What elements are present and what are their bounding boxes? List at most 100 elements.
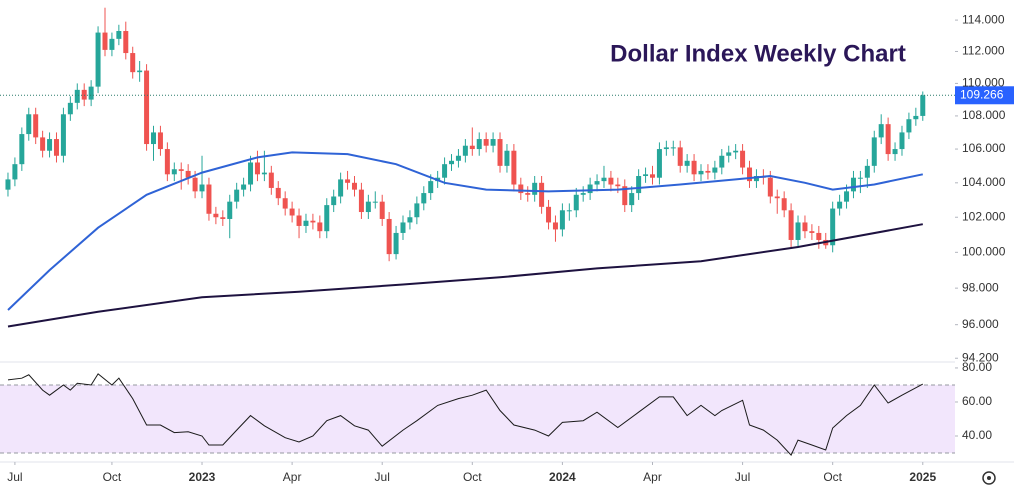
candle-body <box>878 124 884 138</box>
candle-body <box>857 177 863 179</box>
candle-body <box>809 231 815 233</box>
y-tick-label: 102.000 <box>962 209 1006 223</box>
settings-icon[interactable] <box>982 471 996 485</box>
y-tick-label: 100.000 <box>962 245 1006 259</box>
candle-body <box>171 169 177 175</box>
candle-body <box>837 201 843 209</box>
candle-body <box>920 95 926 116</box>
candle-body <box>144 70 150 145</box>
candle-body <box>109 38 115 50</box>
candle-body <box>5 179 11 190</box>
candle-body <box>629 193 635 206</box>
candle-body <box>60 114 66 156</box>
y-tick-label: 106.000 <box>962 141 1006 155</box>
candle-body <box>566 210 572 212</box>
x-tick-label: 2023 <box>189 470 216 484</box>
candle-body <box>594 181 600 185</box>
candle-body <box>511 150 517 185</box>
candle-body <box>677 147 683 166</box>
candle-body <box>864 165 870 178</box>
candle-body <box>53 139 59 156</box>
candle-body <box>546 206 552 223</box>
candle-body <box>261 172 267 175</box>
y-tick-label: 60.00 <box>962 394 992 408</box>
y-tick-label: 96.000 <box>962 317 999 331</box>
candle-body <box>379 201 385 219</box>
candle-body <box>19 134 25 165</box>
candle-body <box>442 164 448 178</box>
candle-body <box>338 179 344 197</box>
candle-body <box>241 184 247 190</box>
candle-body <box>455 155 461 161</box>
x-tick-label: Jul <box>375 470 390 484</box>
candle-body <box>559 210 565 230</box>
candle-body <box>33 114 39 138</box>
candle-body <box>663 147 669 150</box>
candle-body <box>885 124 891 155</box>
x-tick-label: Apr <box>283 470 302 484</box>
candle-body <box>747 167 753 182</box>
last-price-box <box>955 86 1014 105</box>
candle-body <box>899 132 905 150</box>
candle-body <box>552 222 558 230</box>
y-tick-label: 80.00 <box>962 360 992 374</box>
candle-body <box>26 114 32 135</box>
candle-body <box>192 177 198 192</box>
candle-body <box>573 194 579 211</box>
candle-body <box>407 217 413 223</box>
candle-body <box>774 196 780 199</box>
x-tick-label: 2024 <box>549 470 576 484</box>
candle-body <box>206 184 212 214</box>
candle-body <box>12 164 18 180</box>
candle-body <box>788 210 794 240</box>
candle-body <box>733 150 739 153</box>
gear-center[interactable] <box>987 476 991 480</box>
candle-body <box>497 139 503 166</box>
x-tick-label: Oct <box>103 470 122 484</box>
candle-body <box>615 184 621 187</box>
candle-body <box>781 198 787 211</box>
candle-body <box>365 201 371 213</box>
x-tick-label: 2025 <box>909 470 936 484</box>
candle-body <box>303 220 309 226</box>
candle-body <box>116 31 122 39</box>
x-tick-label: Oct <box>463 470 482 484</box>
chart-title: Dollar Index Weekly Chart <box>610 40 906 67</box>
candle-body <box>622 186 628 206</box>
candle-body <box>601 177 607 182</box>
candle-body <box>393 232 399 255</box>
x-tick-label: Oct <box>823 470 842 484</box>
candle-body <box>844 191 850 202</box>
candle-body <box>199 184 205 192</box>
y-tick-label: 98.000 <box>962 280 999 294</box>
x-tick-label: Jul <box>7 470 22 484</box>
candle-body <box>289 208 295 216</box>
candle-body <box>913 115 919 120</box>
candle-body <box>185 170 191 178</box>
candle-body <box>345 179 351 183</box>
candle-body <box>164 149 170 175</box>
candle-body <box>421 193 427 204</box>
candle-body <box>157 132 163 150</box>
candle-body <box>871 137 877 166</box>
candle-body <box>296 215 302 226</box>
candle-body <box>802 222 808 232</box>
y-tick-label: 108.000 <box>962 108 1006 122</box>
candle-body <box>178 169 184 171</box>
moving-average <box>7 151 924 311</box>
candle-body <box>102 32 108 50</box>
candle-body <box>483 139 489 146</box>
candle-body <box>400 222 406 233</box>
candle-body <box>88 86 94 100</box>
candle-body <box>151 132 157 145</box>
candle-body <box>525 193 531 195</box>
x-tick-label: Apr <box>643 470 662 484</box>
candle-body <box>698 170 704 175</box>
gear[interactable] <box>982 471 996 485</box>
candle-body <box>705 170 711 173</box>
y-tick-label: 110.000 <box>962 76 1005 90</box>
candle-body <box>47 139 53 151</box>
candle-body <box>691 160 697 175</box>
candle-body <box>282 198 288 209</box>
